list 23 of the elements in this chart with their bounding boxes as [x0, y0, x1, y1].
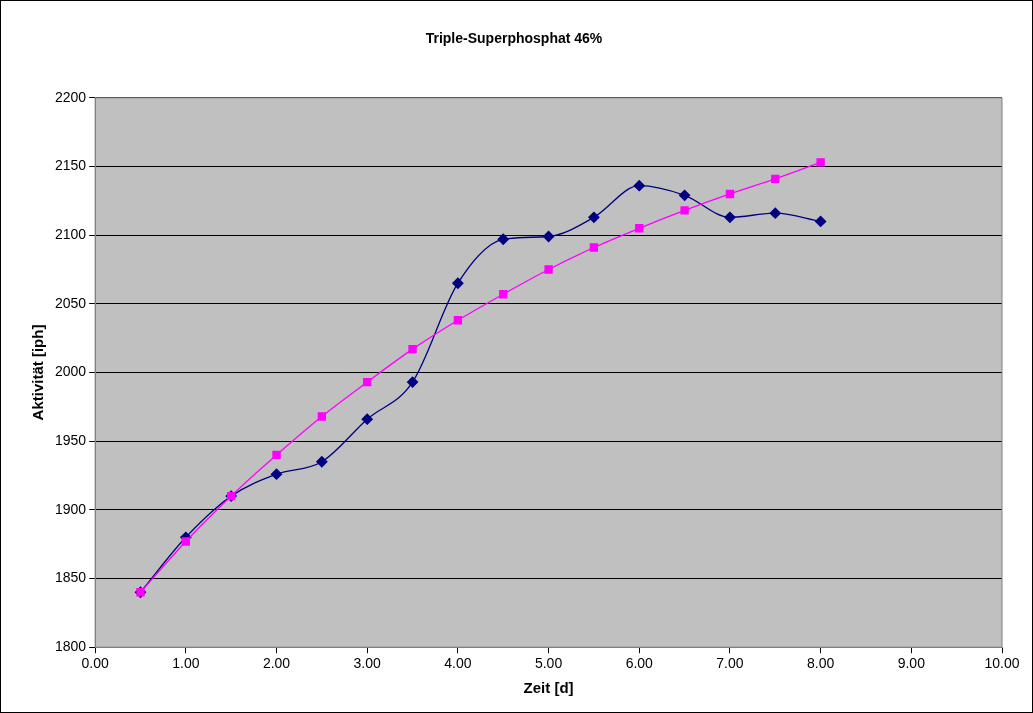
x-tick-label: 4.00 — [444, 655, 472, 672]
y-tick-label: 2050 — [54, 294, 87, 311]
chart-title: Triple-Superphosphat 46% — [425, 30, 603, 47]
x-tick-label: 2.00 — [262, 655, 291, 672]
y-tick-label: 1800 — [54, 638, 87, 655]
x-tick-label: 7.00 — [716, 655, 744, 672]
x-axis-title: Zeit [d] — [523, 679, 574, 697]
y-tick-label: 1950 — [54, 432, 87, 449]
x-tick-label: 5.00 — [534, 655, 563, 672]
x-tick-label: 6.00 — [625, 655, 654, 672]
x-tick-label: 10.00 — [984, 655, 1020, 672]
x-tick-label: 8.00 — [807, 655, 835, 672]
y-tick-label: 1850 — [54, 569, 87, 586]
y-tick-label: 2150 — [54, 157, 87, 174]
x-tick-label: 3.00 — [353, 655, 382, 672]
y-tick-label: 2200 — [54, 88, 87, 105]
y-tick-label: 1900 — [54, 500, 87, 517]
y-tick-label: 2100 — [54, 226, 87, 243]
y-axis-title: Aktivität [iph] — [29, 324, 47, 421]
x-tick-label: 1.00 — [172, 655, 200, 672]
y-tick-label: 2000 — [54, 363, 87, 380]
x-tick-label: 0.00 — [81, 655, 109, 672]
x-tick-label: 9.00 — [897, 655, 926, 672]
